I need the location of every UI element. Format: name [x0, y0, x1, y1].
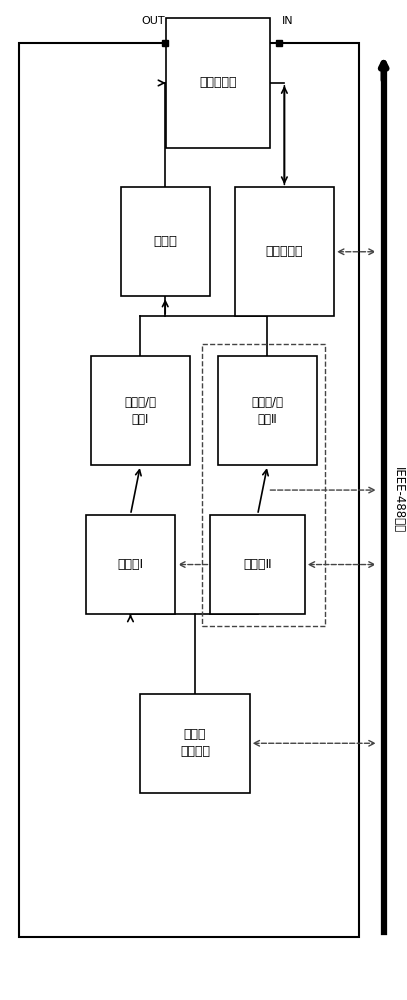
Text: 合路器: 合路器	[153, 235, 177, 248]
Text: OUT: OUT	[142, 16, 165, 26]
Text: IN: IN	[282, 16, 293, 26]
Text: 滤波器/衰
减器Ⅱ: 滤波器/衰 减器Ⅱ	[252, 396, 284, 426]
Text: 滤波器/衰
减器Ⅰ: 滤波器/衰 减器Ⅰ	[125, 396, 156, 426]
Bar	[235, 187, 334, 316]
Text: 信号源Ⅰ: 信号源Ⅰ	[117, 558, 144, 571]
Text: 信号源Ⅱ: 信号源Ⅱ	[243, 558, 272, 571]
Text: 信号源
联控电路: 信号源 联控电路	[180, 728, 210, 758]
Bar	[91, 356, 190, 465]
Text: 音频分析仪: 音频分析仪	[266, 245, 303, 258]
Bar	[19, 43, 359, 937]
Bar	[86, 515, 175, 614]
Bar	[166, 18, 270, 148]
Bar	[202, 344, 325, 626]
Bar	[218, 356, 317, 465]
Bar	[210, 515, 305, 614]
Text: IEEE-488总线: IEEE-488总线	[392, 467, 405, 533]
Bar	[120, 187, 210, 296]
Bar	[140, 694, 249, 793]
Text: 被测接收机: 被测接收机	[199, 76, 236, 89]
